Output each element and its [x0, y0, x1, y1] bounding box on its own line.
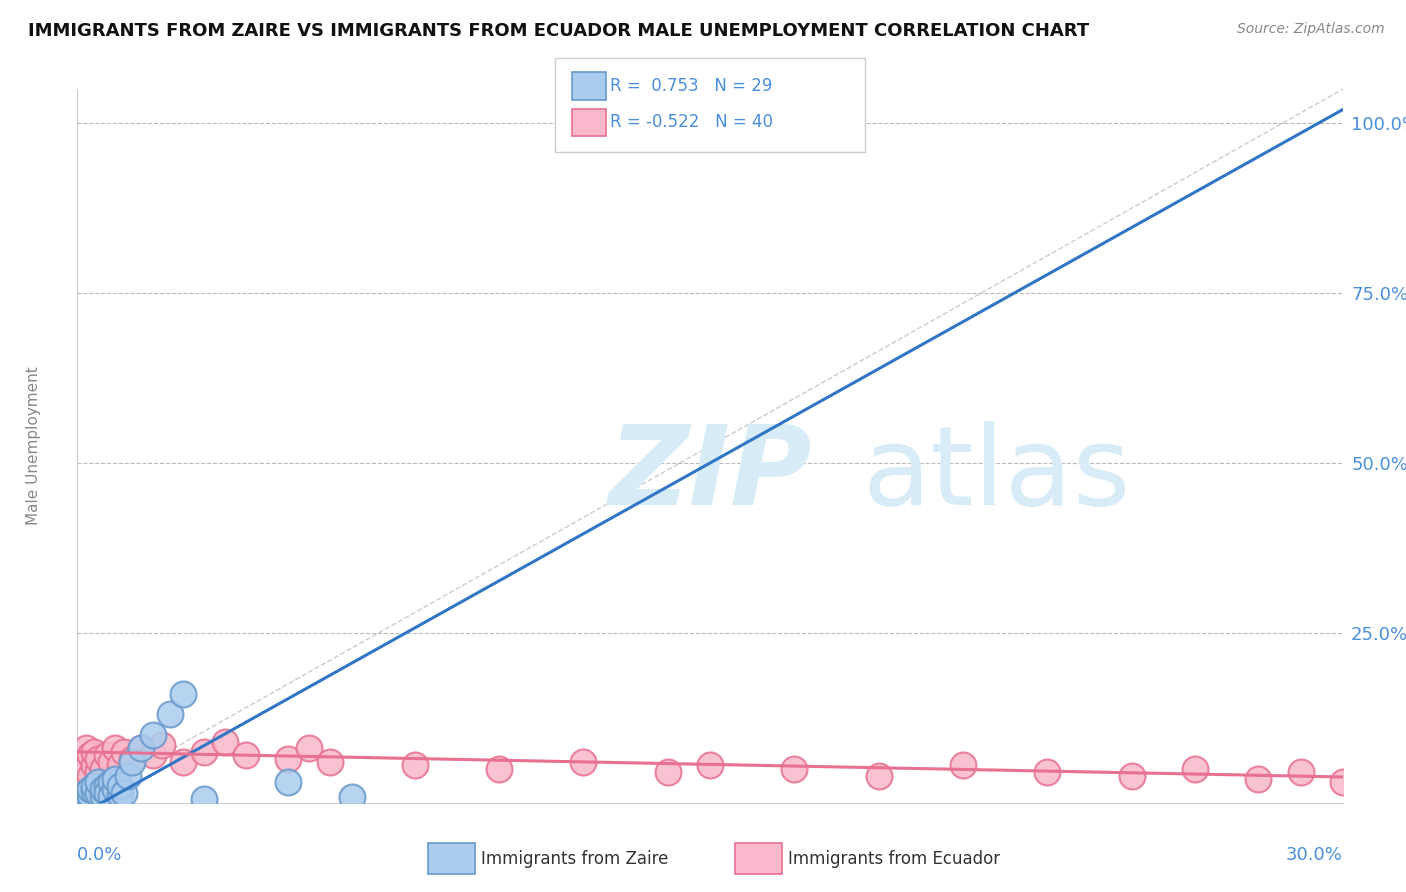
Point	[83, 745, 105, 759]
Point	[159, 707, 181, 722]
FancyBboxPatch shape	[572, 72, 606, 100]
Point	[83, 783, 105, 797]
Point	[87, 786, 110, 800]
Point	[108, 758, 131, 772]
Text: R =  0.753   N = 29: R = 0.753 N = 29	[610, 77, 772, 95]
Text: ZIP: ZIP	[609, 421, 813, 528]
Point	[1289, 765, 1312, 780]
Point	[96, 786, 118, 800]
Point	[1121, 769, 1143, 783]
Text: Source: ZipAtlas.com: Source: ZipAtlas.com	[1237, 22, 1385, 37]
Point	[783, 762, 806, 776]
Point	[104, 772, 127, 786]
Point	[298, 741, 321, 756]
Point	[121, 755, 143, 769]
Point	[1331, 775, 1354, 789]
FancyBboxPatch shape	[735, 843, 782, 874]
Point	[142, 728, 165, 742]
Point	[83, 779, 105, 793]
Text: 30.0%: 30.0%	[1286, 846, 1343, 863]
Point	[104, 741, 127, 756]
Point	[75, 741, 97, 756]
Text: R = -0.522   N = 40: R = -0.522 N = 40	[610, 113, 773, 131]
Point	[87, 751, 110, 765]
Point	[657, 765, 679, 780]
Point	[91, 782, 114, 797]
Text: Male Unemployment: Male Unemployment	[25, 367, 41, 525]
Point	[193, 745, 215, 759]
Point	[100, 755, 122, 769]
Point	[108, 779, 131, 793]
Point	[1036, 765, 1059, 780]
Point	[319, 755, 342, 769]
Point	[91, 762, 114, 776]
Point	[142, 748, 165, 763]
Point	[100, 775, 122, 789]
Point	[129, 741, 152, 756]
Point	[572, 755, 595, 769]
Point	[112, 745, 135, 759]
Point	[150, 738, 173, 752]
Point	[75, 786, 97, 800]
Point	[1247, 772, 1270, 786]
Text: Immigrants from Zaire: Immigrants from Zaire	[481, 849, 668, 868]
Point	[75, 790, 97, 805]
Point	[117, 769, 139, 783]
FancyBboxPatch shape	[427, 843, 475, 874]
Point	[1184, 762, 1206, 776]
Text: 0.0%: 0.0%	[77, 846, 122, 863]
Text: atlas: atlas	[862, 421, 1130, 528]
Point	[83, 758, 105, 772]
Point	[100, 789, 122, 803]
Point	[340, 790, 363, 805]
Point	[108, 788, 131, 802]
Point	[129, 741, 152, 756]
Point	[79, 748, 101, 763]
Point	[70, 789, 93, 803]
Point	[70, 755, 93, 769]
Point	[868, 769, 890, 783]
Point	[121, 751, 143, 765]
Point	[172, 755, 194, 769]
Point	[96, 779, 118, 793]
Point	[104, 782, 127, 797]
Point	[87, 765, 110, 780]
Point	[699, 758, 721, 772]
Point	[91, 789, 114, 803]
Text: IMMIGRANTS FROM ZAIRE VS IMMIGRANTS FROM ECUADOR MALE UNEMPLOYMENT CORRELATION C: IMMIGRANTS FROM ZAIRE VS IMMIGRANTS FROM…	[28, 22, 1090, 40]
Point	[79, 769, 101, 783]
Point	[96, 748, 118, 763]
Point	[277, 775, 299, 789]
Point	[87, 775, 110, 789]
Point	[952, 758, 974, 772]
Point	[214, 734, 236, 748]
FancyBboxPatch shape	[572, 109, 606, 136]
Point	[79, 788, 101, 802]
Point	[488, 762, 510, 776]
Point	[235, 748, 257, 763]
Point	[277, 751, 299, 765]
Point	[193, 792, 215, 806]
Point	[172, 687, 194, 701]
Text: Immigrants from Ecuador: Immigrants from Ecuador	[787, 849, 1000, 868]
Point	[112, 786, 135, 800]
Point	[79, 782, 101, 797]
Point	[75, 762, 97, 776]
Point	[404, 758, 426, 772]
